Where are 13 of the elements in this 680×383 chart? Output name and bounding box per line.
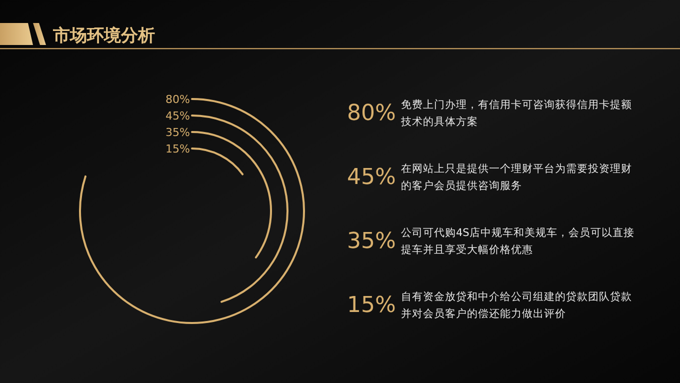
text: 80% [166, 93, 190, 106]
text: 15% [166, 142, 190, 156]
data-label: 45% [347, 165, 396, 190]
category-label: 自有资金放贷和中介给公司组建的贷款团队贷款并对会员客户的偿还能力做出评价 [401, 290, 632, 320]
text: 市场环境分析 [52, 26, 155, 46]
text: 35% [166, 126, 190, 139]
data-label: 15% [347, 293, 396, 318]
text: 45% [166, 110, 190, 122]
category-label: 公司可代购4S店中规车和美规车，会员可以直接提车并且享受大幅价格优惠 [401, 226, 634, 256]
category-label: 免费上门办理，有信用卡可咨询获得信用卡提额技术的具体方案 [400, 98, 632, 128]
data-label: 35% [347, 229, 396, 254]
data-label: 80% [347, 101, 396, 126]
category-label: 在网站上只是提供一个理财平台为需要投资理财的客户会员提供咨询服务 [401, 162, 632, 192]
